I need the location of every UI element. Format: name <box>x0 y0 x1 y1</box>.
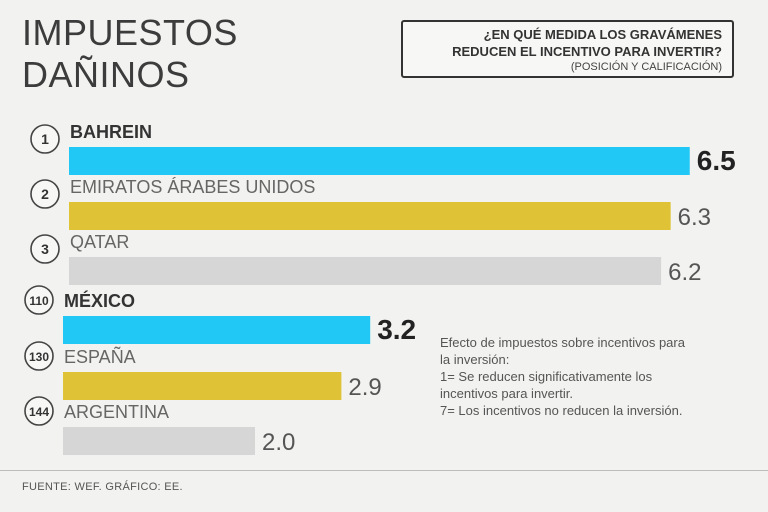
note-line: 7= Los incentivos no reducen la inversió… <box>440 403 683 418</box>
bar <box>63 427 255 455</box>
category-label: ARGENTINA <box>64 402 169 422</box>
bar <box>69 202 671 230</box>
rank-label: 3 <box>41 241 49 257</box>
value-label: 2.0 <box>262 429 295 456</box>
chart-title: IMPUESTOS DAÑINOS <box>22 12 238 96</box>
value-label: 6.3 <box>678 204 711 231</box>
title-line-1: IMPUESTOS <box>22 12 238 53</box>
rank-label: 2 <box>41 186 49 202</box>
footer-divider <box>0 470 768 471</box>
value-label: 6.2 <box>668 259 701 286</box>
scale-note: Efecto de impuestos sobre incentivos par… <box>440 334 740 419</box>
question-line-2: REDUCEN EL INCENTIVO PARA INVERTIR? <box>452 44 722 59</box>
rank-label: 110 <box>29 294 49 308</box>
question-line-1: ¿EN QUÉ MEDIDA LOS GRAVÁMENES <box>483 27 722 42</box>
category-label: MÉXICO <box>64 290 135 311</box>
bar <box>63 372 342 400</box>
title-line-2: DAÑINOS <box>22 54 190 95</box>
note-line: incentivos para invertir. <box>440 386 573 401</box>
category-label: EMIRATOS ÁRABES UNIDOS <box>70 177 315 197</box>
bar <box>63 316 371 344</box>
value-label: 3.2 <box>377 314 416 345</box>
question-subtitle: (POSICIÓN Y CALIFICACIÓN) <box>570 61 722 73</box>
rank-label: 130 <box>29 350 49 364</box>
note-line: 1= Se reducen significativamente los <box>440 369 653 384</box>
rank-label: 144 <box>29 405 49 419</box>
bar <box>69 147 690 175</box>
category-label: BAHREIN <box>70 122 152 142</box>
rank-circle <box>24 341 54 371</box>
rank-circle <box>24 285 54 315</box>
question-box: ¿EN QUÉ MEDIDA LOS GRAVÁMENES REDUCEN EL… <box>401 20 734 78</box>
category-label: QATAR <box>70 232 129 252</box>
rank-circle <box>30 179 60 209</box>
rank-label: 1 <box>41 131 49 147</box>
value-label: 2.9 <box>348 374 381 401</box>
bar <box>69 257 662 285</box>
category-label: ESPAÑA <box>64 346 136 367</box>
rank-circle <box>24 396 54 426</box>
note-line: Efecto de impuestos sobre incentivos par… <box>440 335 685 350</box>
rank-circle <box>30 124 60 154</box>
bar-chart: 1 BAHREIN 6.5 2 EMIRATOS ÁRABES UNIDOS 6.3 3 QA… <box>24 122 736 456</box>
value-label: 6.5 <box>697 145 736 176</box>
source-note: FUENTE: WEF. GRÁFICO: EE. <box>22 481 183 493</box>
rank-circle <box>30 234 60 264</box>
note-line: la inversión: <box>440 352 510 367</box>
